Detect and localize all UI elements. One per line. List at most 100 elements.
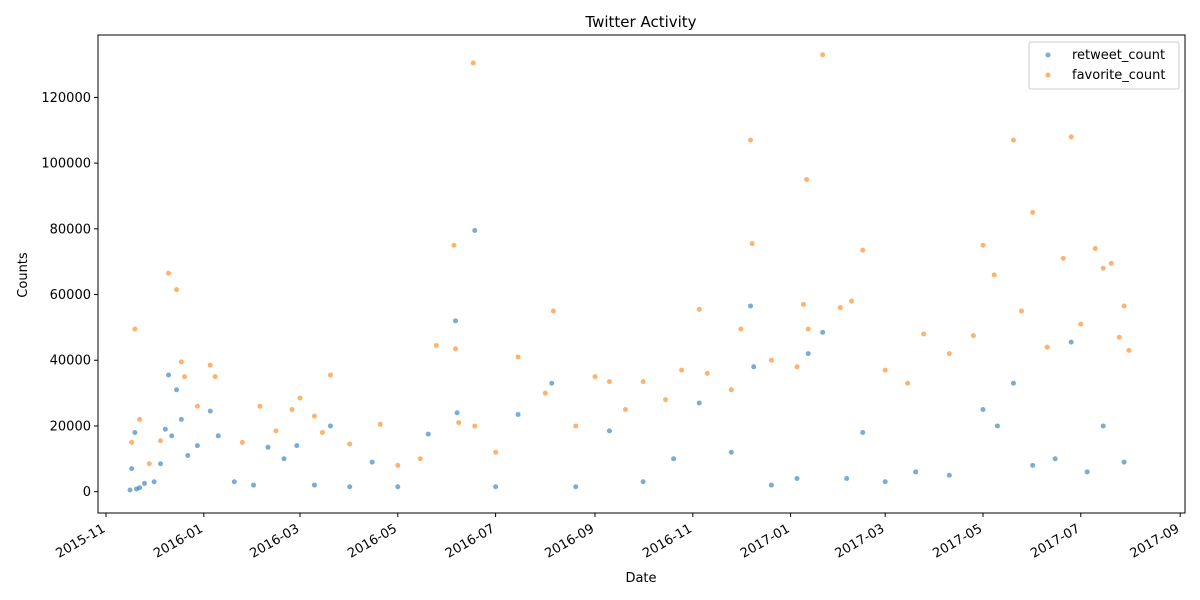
data-point (1100, 423, 1106, 429)
data-point (728, 387, 734, 393)
data-point (921, 331, 927, 337)
data-point (377, 421, 383, 427)
data-point (671, 456, 677, 462)
data-point (129, 439, 135, 445)
data-point (751, 364, 757, 370)
x-tick-label: 2017-03 (833, 521, 888, 561)
data-point (166, 372, 172, 378)
data-point (166, 270, 172, 276)
x-tick-label: 2017-01 (738, 521, 793, 561)
data-point (913, 469, 919, 475)
data-point (1044, 344, 1050, 350)
data-point (137, 416, 143, 422)
data-point (158, 461, 164, 467)
data-point (606, 379, 612, 385)
y-tick-label: 40000 (50, 354, 91, 369)
data-point (129, 466, 135, 472)
data-point (679, 367, 685, 373)
data-point (515, 411, 521, 417)
data-point (311, 413, 317, 419)
data-point (820, 329, 826, 335)
data-point (319, 430, 325, 436)
data-point (573, 484, 579, 490)
data-point (728, 449, 734, 455)
data-point (127, 487, 133, 493)
data-point (454, 410, 460, 416)
y-tick-label: 120000 (41, 91, 91, 106)
x-axis-ticks: 2015-11 2016-01 2016-03 2016-05 2016-07 2016-… (53, 513, 1182, 562)
data-point (946, 351, 952, 357)
data-point (289, 407, 295, 413)
data-point (663, 397, 669, 403)
x-tick-label: 2017-05 (930, 521, 985, 561)
data-point (573, 423, 579, 429)
data-point (194, 403, 200, 409)
data-point (231, 479, 237, 485)
data-point (991, 272, 997, 278)
y-tick-label: 0 (83, 485, 91, 500)
data-point (800, 301, 806, 307)
data-point (1018, 308, 1024, 314)
data-point (794, 476, 800, 482)
data-point (311, 482, 317, 488)
data-point (327, 372, 333, 378)
data-point (696, 400, 702, 406)
x-tick-label: 2017-07 (1028, 521, 1083, 561)
data-point (207, 362, 213, 368)
data-point (738, 326, 744, 332)
legend-label-retweet-count: retweet_count (1072, 48, 1165, 63)
y-tick-label: 100000 (41, 157, 91, 172)
legend-label-favorite-count: favorite_count (1072, 68, 1165, 83)
data-point (132, 430, 138, 436)
data-point (1068, 339, 1074, 345)
data-point (456, 420, 462, 426)
data-point (1116, 334, 1122, 340)
data-point (141, 480, 147, 486)
data-point (748, 137, 754, 143)
scatter-points (127, 52, 1132, 493)
data-point (905, 380, 911, 386)
data-point (1126, 347, 1132, 353)
data-point (860, 430, 866, 436)
data-point (622, 407, 628, 413)
data-point (185, 453, 191, 459)
x-axis-title: Date (625, 571, 656, 586)
data-point (748, 303, 754, 309)
data-point (1060, 255, 1066, 261)
data-point (425, 431, 431, 437)
data-point (592, 374, 598, 380)
data-point (749, 241, 755, 247)
data-point (132, 326, 138, 332)
data-point (837, 305, 843, 311)
data-point (1121, 303, 1127, 309)
y-tick-label: 20000 (50, 419, 91, 434)
data-point (178, 416, 184, 422)
data-point (493, 484, 499, 490)
data-point (768, 482, 774, 488)
data-point (251, 482, 257, 488)
data-point (1092, 246, 1098, 252)
data-point (281, 456, 287, 462)
data-point (395, 484, 401, 490)
data-point (860, 247, 866, 253)
x-tick-label: 2016-05 (345, 521, 400, 561)
data-point (1052, 456, 1058, 462)
data-point (1108, 260, 1114, 266)
data-point (162, 426, 168, 432)
data-point (451, 242, 457, 248)
data-point (347, 484, 353, 490)
data-point (805, 326, 811, 332)
data-point (347, 441, 353, 447)
plot-frame (97, 34, 1186, 514)
series-favorite-count (129, 52, 1132, 468)
x-tick-label: 2016-09 (542, 521, 597, 561)
x-tick-label: 2016-01 (151, 521, 206, 561)
series-retweet-count (127, 227, 1127, 493)
data-point (882, 367, 888, 373)
data-point (207, 408, 213, 414)
data-point (1030, 209, 1036, 215)
legend: retweet_count favorite_count (1028, 41, 1180, 90)
data-point (794, 364, 800, 370)
data-point (946, 472, 952, 478)
